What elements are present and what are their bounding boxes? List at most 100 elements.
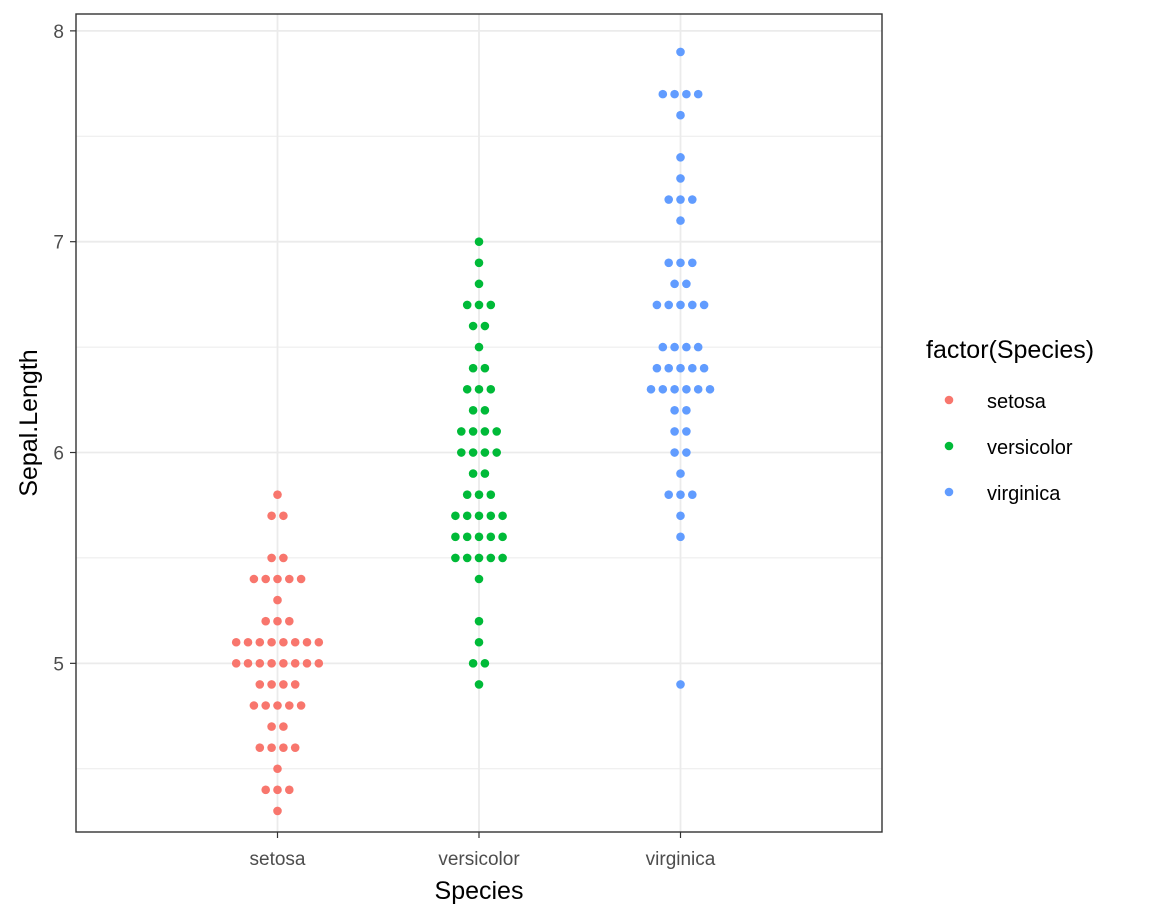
- legend-item-setosa: setosa: [944, 391, 1047, 413]
- x-axis-title: Species: [435, 877, 524, 905]
- data-point-versicolor: [462, 384, 472, 394]
- legend-title: factor(Species): [926, 336, 1094, 364]
- data-point-virginica: [676, 680, 685, 689]
- data-point-setosa: [279, 743, 288, 752]
- data-point-versicolor: [462, 532, 472, 542]
- data-point-virginica: [670, 427, 679, 436]
- legend-item-virginica: virginica: [944, 483, 1061, 505]
- data-point-virginica: [682, 406, 691, 415]
- data-point-virginica: [676, 174, 685, 183]
- data-point-setosa: [279, 637, 288, 647]
- data-point-setosa: [273, 616, 282, 626]
- data-point-versicolor: [451, 553, 460, 563]
- data-point-setosa: [273, 595, 282, 605]
- data-point-setosa: [302, 659, 312, 668]
- data-point-setosa: [249, 574, 259, 584]
- data-point-virginica: [676, 300, 685, 310]
- data-point-virginica: [693, 342, 703, 352]
- data-point-virginica: [676, 195, 685, 204]
- y-tick-label: 7: [53, 233, 64, 254]
- data-point-versicolor: [451, 511, 460, 521]
- data-point-setosa: [267, 553, 276, 563]
- data-point-virginica: [682, 89, 691, 99]
- data-point-virginica: [676, 363, 685, 373]
- data-point-setosa: [314, 659, 324, 668]
- data-point-virginica: [676, 110, 685, 120]
- data-point-setosa: [302, 637, 312, 647]
- data-point-virginica: [676, 490, 685, 499]
- data-point-setosa: [285, 785, 294, 795]
- data-point-versicolor: [468, 406, 478, 415]
- data-point-setosa: [267, 680, 276, 689]
- data-point-virginica: [676, 47, 685, 57]
- data-point-setosa: [267, 511, 276, 521]
- data-point-versicolor: [480, 448, 490, 457]
- data-point-setosa: [273, 806, 282, 816]
- data-point-virginica: [693, 384, 703, 394]
- data-point-setosa: [314, 637, 324, 647]
- data-point-virginica: [699, 363, 709, 373]
- data-point-virginica: [705, 384, 715, 394]
- data-point-versicolor: [451, 532, 460, 542]
- data-point-versicolor: [462, 300, 472, 310]
- data-point-virginica: [670, 89, 679, 99]
- data-point-versicolor: [486, 300, 496, 310]
- data-point-setosa: [279, 659, 288, 668]
- data-point-setosa: [243, 659, 253, 668]
- data-point-virginica: [670, 342, 679, 352]
- data-point-virginica: [682, 342, 691, 352]
- data-point-virginica: [664, 300, 673, 310]
- data-point-versicolor: [457, 448, 466, 457]
- legend-key-versicolor: [944, 441, 954, 451]
- major-gridlines: [76, 14, 882, 832]
- data-point-setosa: [296, 574, 306, 584]
- data-point-setosa: [255, 680, 265, 689]
- data-point-setosa: [279, 680, 288, 689]
- data-point-setosa: [261, 616, 271, 626]
- data-point-virginica: [658, 89, 668, 99]
- data-point-setosa: [249, 701, 259, 710]
- data-point-virginica: [670, 279, 679, 289]
- data-point-versicolor: [474, 680, 484, 689]
- data-point-versicolor: [462, 553, 472, 563]
- data-point-versicolor: [486, 553, 496, 563]
- data-points: [231, 47, 715, 816]
- data-point-virginica: [664, 363, 673, 373]
- data-point-setosa: [255, 659, 265, 668]
- data-point-setosa: [231, 637, 241, 647]
- data-point-versicolor: [486, 490, 496, 499]
- data-point-setosa: [243, 637, 253, 647]
- data-point-versicolor: [480, 469, 490, 478]
- data-point-virginica: [688, 195, 697, 204]
- data-point-versicolor: [468, 659, 478, 668]
- data-point-versicolor: [468, 321, 478, 331]
- y-tick-label: 5: [53, 654, 64, 675]
- data-point-versicolor: [474, 490, 484, 499]
- data-point-versicolor: [480, 427, 490, 436]
- data-point-virginica: [670, 448, 679, 457]
- data-point-versicolor: [480, 321, 490, 331]
- data-point-versicolor: [474, 279, 484, 289]
- data-point-versicolor: [498, 511, 507, 521]
- data-point-virginica: [652, 363, 662, 373]
- data-point-versicolor: [486, 511, 496, 521]
- data-point-virginica: [664, 258, 673, 268]
- data-point-setosa: [279, 511, 288, 521]
- legend-item-versicolor: versicolor: [944, 437, 1073, 459]
- legend-key-setosa: [944, 395, 954, 405]
- data-point-versicolor: [498, 532, 507, 542]
- data-point-setosa: [285, 616, 294, 626]
- data-point-setosa: [296, 701, 306, 710]
- data-point-virginica: [670, 406, 679, 415]
- data-point-virginica: [658, 384, 668, 394]
- data-point-versicolor: [480, 363, 490, 373]
- data-point-setosa: [255, 637, 265, 647]
- legend-label: versicolor: [987, 437, 1073, 459]
- data-point-virginica: [676, 258, 685, 268]
- data-point-virginica: [688, 363, 697, 373]
- data-point-versicolor: [480, 659, 490, 668]
- data-point-setosa: [267, 722, 276, 731]
- data-point-versicolor: [474, 637, 484, 647]
- data-point-setosa: [290, 659, 300, 668]
